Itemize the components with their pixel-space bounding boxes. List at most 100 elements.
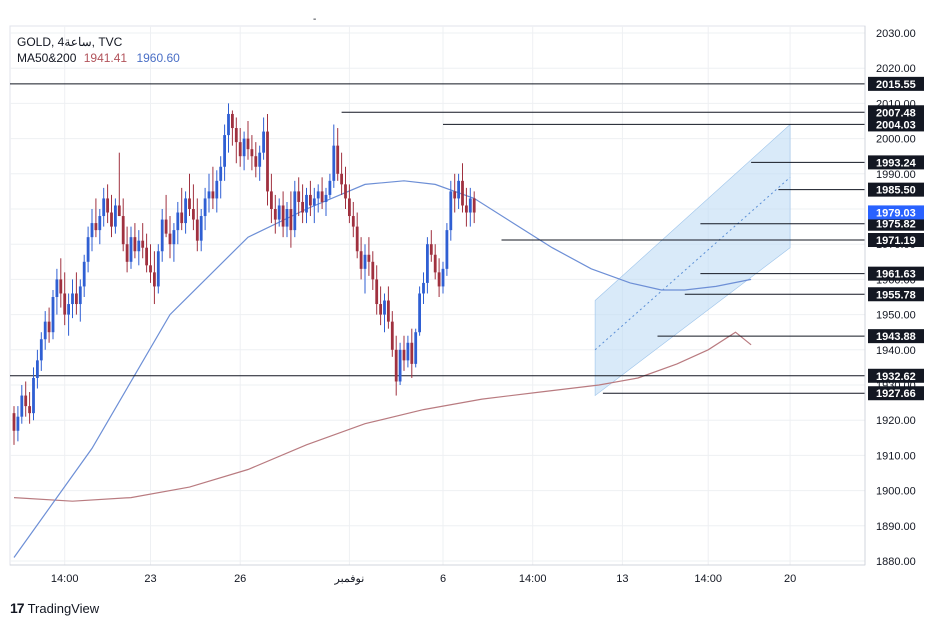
candle <box>297 177 301 217</box>
candle <box>106 184 109 224</box>
candle-body <box>121 216 125 245</box>
candle <box>160 209 164 262</box>
candle-body <box>332 145 336 181</box>
candle-body <box>297 191 301 202</box>
candle <box>188 173 191 217</box>
candle-body <box>114 205 117 227</box>
candle-body <box>211 191 215 199</box>
candle <box>203 187 207 231</box>
candle-body <box>367 254 371 262</box>
plot-area <box>9 25 866 566</box>
candle <box>145 233 148 273</box>
candle-body <box>98 216 102 231</box>
candle-body <box>461 180 464 206</box>
chart-legend: GOLD, 4ساعة, TVC MA50&200 1941.41 1960.6… <box>17 34 180 66</box>
candle-body <box>86 237 90 262</box>
tradingview-branding[interactable]: 17 TradingView <box>10 600 99 616</box>
candle <box>94 198 98 238</box>
candle <box>441 261 445 294</box>
tradingview-logo-icon: 17 <box>10 600 25 616</box>
level-label: 2004.03 <box>876 119 916 131</box>
candle-body <box>227 113 230 136</box>
level-label: 1927.66 <box>876 388 916 400</box>
candle <box>375 265 379 315</box>
ma-line[interactable]: MA50&200 1941.41 1960.60 <box>17 50 180 66</box>
candle <box>371 251 375 290</box>
candle <box>336 128 340 181</box>
level-label-bg <box>868 182 924 197</box>
level-label: 1943.88 <box>876 331 916 343</box>
level-label: 1961.63 <box>876 269 916 281</box>
candle <box>359 237 363 280</box>
candle-body <box>207 191 211 199</box>
candle <box>394 335 398 396</box>
candle-body <box>418 293 421 333</box>
candle <box>75 272 78 315</box>
candle <box>55 268 59 315</box>
candle <box>429 230 433 262</box>
level-label-bg <box>868 155 924 170</box>
candle <box>273 194 277 234</box>
channel-midline <box>594 176 791 351</box>
candle <box>24 381 28 417</box>
candle <box>149 244 152 283</box>
candle <box>219 156 223 199</box>
tradingview-name: TradingView <box>27 600 100 616</box>
y-tick-label: 1890.00 <box>876 521 916 533</box>
candle-body <box>266 131 269 192</box>
candle-body <box>246 138 250 150</box>
candle <box>215 170 219 213</box>
x-tick-label: 14:00 <box>519 573 547 585</box>
candle-body <box>387 300 390 322</box>
candle <box>383 293 386 333</box>
candle-body <box>78 286 82 305</box>
candle-body <box>398 349 402 382</box>
candle-body <box>234 128 238 143</box>
candle <box>47 307 51 343</box>
candle-body <box>359 251 363 269</box>
candle <box>129 226 133 269</box>
ma200-line <box>13 331 752 502</box>
level-label-bg <box>868 233 924 248</box>
candle <box>426 237 429 294</box>
candle <box>195 198 199 252</box>
candle-body <box>63 293 67 315</box>
candle-body <box>82 261 86 287</box>
y-tick-label: 2030.00 <box>876 28 916 40</box>
candle <box>461 163 464 213</box>
candle-body <box>328 180 332 195</box>
x-tick-label: 14:00 <box>694 573 722 585</box>
candle-body <box>429 244 433 255</box>
level-label-bg <box>868 386 924 401</box>
candle-body <box>394 349 398 382</box>
candle-body <box>422 282 425 294</box>
symbol-line[interactable]: GOLD, 4ساعة, TVC <box>17 35 123 49</box>
candle-body <box>133 237 137 252</box>
level-label-bg <box>868 117 924 132</box>
candle <box>133 223 137 259</box>
level-label: 1993.24 <box>876 157 917 169</box>
candle-body <box>468 198 472 213</box>
candle <box>254 142 258 178</box>
candle <box>433 244 437 280</box>
candle <box>309 180 312 217</box>
candle <box>402 335 406 371</box>
candle-body <box>195 219 199 241</box>
candle <box>67 293 70 336</box>
candle-body <box>137 240 141 252</box>
candle-body <box>379 304 382 315</box>
candle-body <box>348 198 351 217</box>
candle <box>281 191 285 238</box>
top-mark: - <box>313 14 317 25</box>
candle <box>78 279 82 322</box>
level-label-bg <box>868 287 924 302</box>
level-label: 1985.50 <box>876 185 916 197</box>
candle-body <box>149 265 152 273</box>
level-label-bg <box>868 368 924 383</box>
level-label-bg <box>868 266 924 281</box>
candle <box>258 145 262 181</box>
level-label: 1955.78 <box>876 289 916 301</box>
candle <box>293 180 297 238</box>
